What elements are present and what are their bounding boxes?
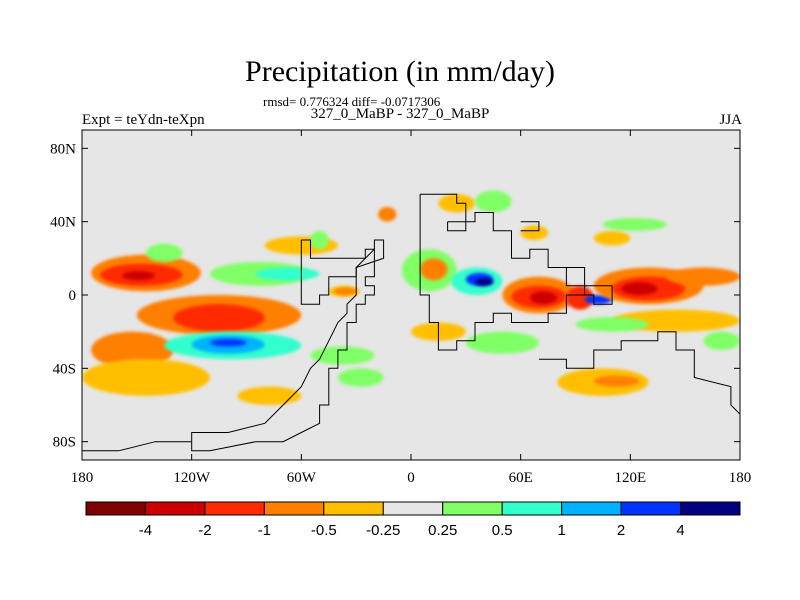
colorbar-label: 2 [617,522,625,539]
precip-anomaly-region [255,267,320,281]
precip-anomaly-region [593,230,631,246]
colorbar-swatch [85,501,146,516]
colorbar-swatch [263,501,325,516]
precip-anomaly-region [82,359,210,396]
colorbar-label: 4 [676,522,684,539]
precip-anomaly-region [91,331,174,369]
precip-anomaly-region [520,225,549,241]
colorbar-swatch [561,501,622,516]
x-tick-label: 60E [509,470,533,486]
colorbar-swatch [382,501,444,516]
colorbar-label: 1 [557,522,565,539]
y-tick-label: 40S [53,361,76,377]
precip-anomaly-region [173,304,265,332]
precip-anomaly-region [310,230,329,250]
precip-anomaly-region [474,278,494,286]
colorbar-swatch [680,501,741,516]
continent-outline [447,221,467,232]
precip-anomaly-region [237,386,302,406]
precip-anomaly-region [420,258,448,281]
stats-line: rmsd= 0.776324 diff= -0.0717306 [263,94,441,109]
y-tick-label: 80N [50,141,76,157]
continent-outline [520,221,540,232]
colorbar-label: -0.25 [366,522,400,539]
precip-anomaly-region [529,291,558,305]
precip-anomaly-region [145,243,183,262]
x-tick-label: 120W [173,470,211,486]
precip-anomaly-region [621,282,658,296]
x-tick-label: 180 [729,470,752,486]
colorbar-label: 0.5 [492,522,513,539]
x-tick-label: 120E [614,470,646,486]
precip-anomaly-region [593,375,640,387]
precip-anomaly-region [474,190,512,213]
precip-anomaly-region [378,207,397,222]
precip-anomaly-region [209,339,247,347]
colorbar-label: -4 [139,522,152,539]
colorbar-swatch [442,501,503,516]
colorbar-swatch [620,501,682,516]
x-tick-label: 60W [287,470,317,486]
x-tick-label: 180 [71,470,94,486]
colorbar-label: -1 [258,522,271,539]
precip-anomaly-region [566,285,594,310]
x-tick-label: 0 [407,470,415,486]
season-label: JJA [719,112,742,128]
y-tick-label: 0 [69,288,77,304]
colorbar: -4 -2 -1 -0.5 -0.25 0.25 0.5 1 2 4 [85,501,741,539]
continent-outline [191,248,375,452]
colorbar-label: -0.5 [311,522,337,539]
colorbar-swatch [323,501,384,516]
comparison-label: 327_0_MaBP - 327_0_MaBP [310,106,490,122]
precip-anomaly-region [465,331,539,354]
precip-anomaly-region [584,295,613,305]
precip-anomaly-region [334,287,357,296]
colorbar-swatch [144,501,206,516]
colorbar-label: -2 [198,522,211,539]
precip-anomaly-region [703,331,740,351]
colorbar-swatch [204,501,265,516]
y-tick-label: 40N [50,215,76,231]
colorbar-label: 0.25 [428,522,457,539]
colorbar-swatch [501,501,563,516]
chart-title: Precipitation (in mm/day) [245,55,555,88]
precip-anomaly-region [666,267,740,286]
continent-outline [300,239,385,305]
precip-anomaly-region [337,368,384,387]
continent-outline [82,441,192,452]
experiment-label: Expt = teYdn-teXpn [82,112,205,128]
precip-anomaly-region [575,317,649,332]
continent-outline [566,267,613,305]
y-tick-label: 80S [53,435,76,451]
continent-outline [538,331,740,442]
precip-anomaly-region [122,271,156,281]
precip-anomaly-region [310,346,375,365]
precip-anomaly-region [602,218,667,231]
